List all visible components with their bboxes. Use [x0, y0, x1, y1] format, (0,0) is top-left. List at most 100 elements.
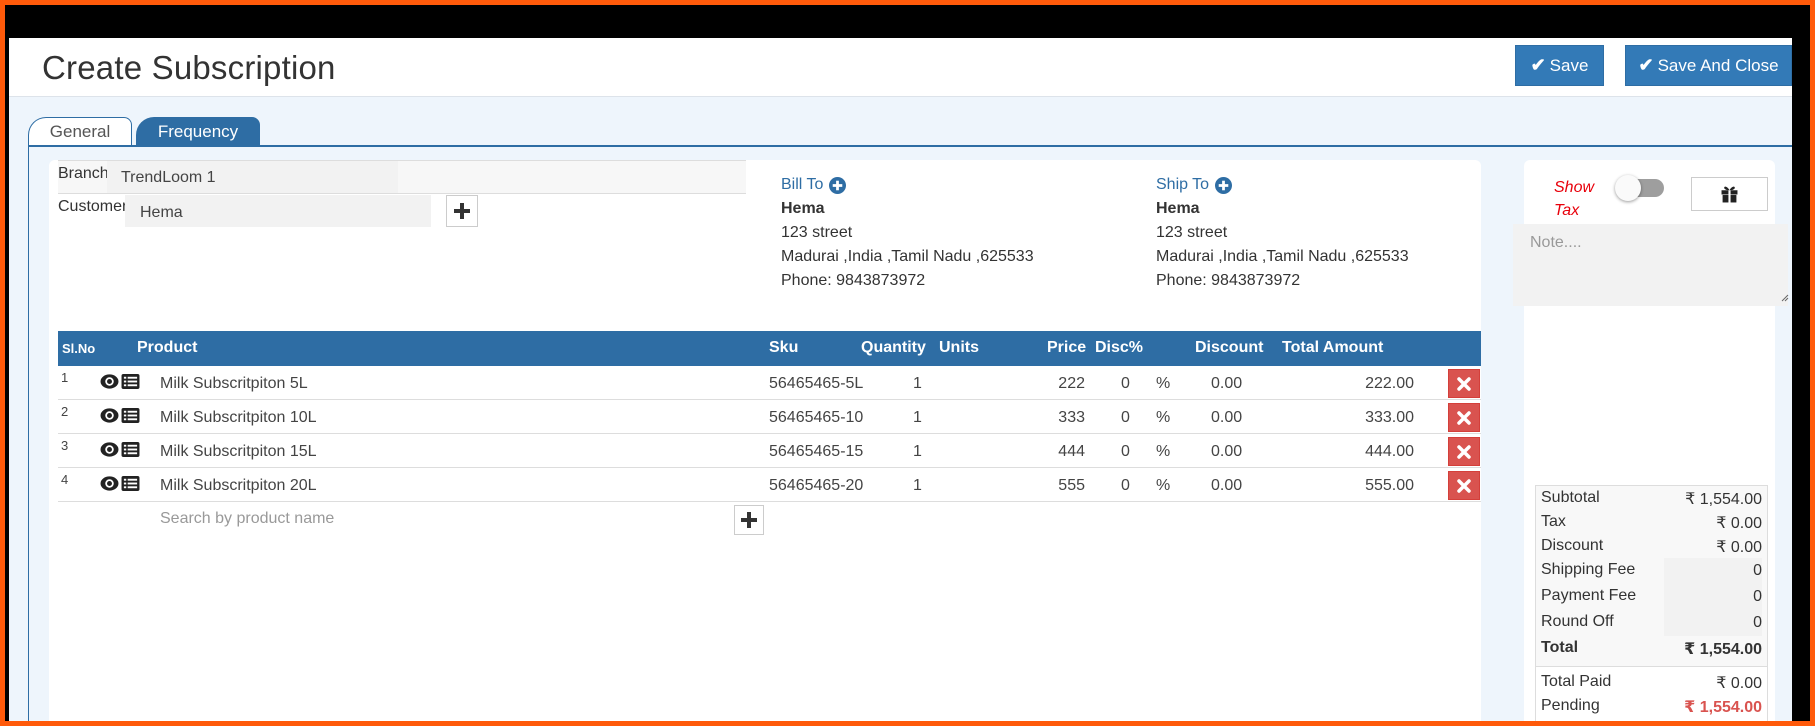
subtotal-value: ₹ 1,554.00: [1685, 491, 1762, 508]
branch-select[interactable]: TrendLoom 1: [107, 161, 398, 193]
row-quantity[interactable]: 1: [913, 443, 922, 460]
eye-icon[interactable]: [100, 407, 119, 424]
ship-to-city: Madurai ,India ,Tamil Nadu ,625533: [1156, 248, 1409, 265]
delete-row-button[interactable]: [1448, 369, 1480, 398]
eye-icon[interactable]: [100, 475, 119, 492]
col-total-amount: Total Amount: [1282, 339, 1384, 356]
row-sku: 56465465-10: [769, 409, 864, 426]
shipping-fee-value[interactable]: 0: [1753, 562, 1762, 579]
tab-frequency[interactable]: Frequency: [136, 117, 260, 146]
page-title: Create Subscription: [42, 49, 336, 86]
tab-divider: [28, 145, 1792, 147]
branch-row: Branch TrendLoom 1: [58, 160, 746, 194]
row-discount: 0.00: [1211, 477, 1243, 494]
customer-select[interactable]: Hema: [125, 195, 431, 227]
ship-to-name: Hema: [1156, 200, 1200, 217]
screen-frame: Create Subscription ✔ Save ✔ Save And Cl…: [5, 5, 1810, 721]
total-paid-value: ₹ 0.00: [1716, 675, 1762, 692]
table-header: Sl.No Product Sku Quantity Units Price D…: [58, 331, 1481, 366]
delete-row-button[interactable]: [1448, 437, 1480, 466]
row-pct-sign: %: [1156, 375, 1171, 392]
row-sku: 56465465-20: [769, 477, 864, 494]
content-left-border: [28, 146, 29, 721]
tab-general[interactable]: General: [28, 117, 132, 146]
row-pct-sign: %: [1156, 409, 1171, 426]
payment-fee-input[interactable]: [1664, 584, 1762, 610]
col-price: Price: [1047, 339, 1087, 356]
list-icon[interactable]: [121, 475, 140, 492]
discount-value: ₹ 0.00: [1716, 539, 1762, 556]
save-button[interactable]: ✔ Save: [1515, 45, 1604, 86]
tab-bar: General Frequency: [28, 117, 260, 146]
table-row: 1 Milk Subscritpiton 5L 56465465-5L 1 22…: [58, 366, 1481, 400]
row-quantity[interactable]: 1: [913, 409, 922, 426]
save-and-close-label: Save And Close: [1657, 55, 1779, 75]
plus-circle-icon[interactable]: [1215, 176, 1233, 194]
row-total: 333.00: [1365, 409, 1414, 426]
row-sku: 56465465-15: [769, 443, 864, 460]
gift-button[interactable]: [1691, 177, 1768, 211]
list-icon[interactable]: [121, 407, 140, 424]
col-disc-pct: Disc%: [1095, 339, 1144, 356]
row-disc-pct[interactable]: 0: [1121, 409, 1130, 426]
total-value: ₹ 1,554.00: [1684, 641, 1762, 658]
col-slno: Sl.No: [62, 341, 96, 356]
row-price[interactable]: 444: [1058, 443, 1085, 460]
row-price[interactable]: 555: [1058, 477, 1085, 494]
add-customer-button[interactable]: [446, 195, 478, 227]
save-and-close-button[interactable]: ✔ Save And Close: [1625, 45, 1792, 86]
table-row: 4 Milk Subscritpiton 20L 56465465-20 1 5…: [58, 468, 1481, 502]
row-slno: 2: [61, 404, 69, 419]
round-off-value[interactable]: 0: [1753, 614, 1762, 631]
show-tax-label: Show Tax: [1554, 179, 1595, 219]
round-off-input[interactable]: [1664, 610, 1762, 636]
bill-to-name: Hema: [781, 200, 825, 217]
row-slno: 3: [61, 438, 69, 453]
close-icon: [1457, 478, 1471, 493]
tax-value: ₹ 0.00: [1716, 515, 1762, 532]
row-discount: 0.00: [1211, 443, 1243, 460]
delete-row-button[interactable]: [1448, 471, 1480, 500]
gift-icon: [1721, 186, 1738, 203]
row-disc-pct[interactable]: 0: [1121, 375, 1130, 392]
close-icon: [1457, 376, 1471, 391]
row-quantity[interactable]: 1: [913, 375, 922, 392]
row-price[interactable]: 222: [1058, 375, 1085, 392]
round-off-row: Round Off 0: [1536, 610, 1767, 636]
product-search-input[interactable]: [160, 510, 640, 528]
show-tax-toggle[interactable]: [1615, 175, 1664, 201]
summary-panel: Show Tax Subtotal ₹ 1,554.00 Tax ₹ 0.00: [1513, 160, 1789, 721]
list-icon[interactable]: [121, 373, 140, 390]
close-icon: [1457, 410, 1471, 425]
row-product: Milk Subscritpiton 20L: [160, 477, 317, 494]
resize-grip-icon[interactable]: [1781, 294, 1789, 302]
summary-totals: Subtotal ₹ 1,554.00 Tax ₹ 0.00 Discount …: [1535, 485, 1768, 721]
row-pct-sign: %: [1156, 477, 1171, 494]
payment-fee-value[interactable]: 0: [1753, 588, 1762, 605]
row-discount: 0.00: [1211, 409, 1243, 426]
row-disc-pct[interactable]: 0: [1121, 477, 1130, 494]
table-row: 2 Milk Subscritpiton 10L 56465465-10 1 3…: [58, 400, 1481, 434]
list-icon[interactable]: [121, 441, 140, 458]
note-textarea[interactable]: [1513, 224, 1788, 306]
row-sku: 56465465-5L: [769, 375, 864, 392]
discount-row: Discount ₹ 0.00: [1541, 537, 1762, 556]
plus-circle-icon[interactable]: [829, 176, 847, 194]
check-icon: ✔: [1530, 55, 1546, 75]
row-product: Milk Subscritpiton 10L: [160, 409, 317, 426]
delete-row-button[interactable]: [1448, 403, 1480, 432]
order-card: Branch TrendLoom 1 Customer Hema Bill To…: [49, 160, 1481, 721]
ship-to-heading: Ship To: [1156, 176, 1210, 193]
shipping-fee-input[interactable]: [1664, 558, 1762, 584]
add-product-button[interactable]: [734, 505, 764, 535]
eye-icon[interactable]: [100, 373, 119, 390]
row-quantity[interactable]: 1: [913, 477, 922, 494]
col-sku: Sku: [769, 339, 799, 356]
row-disc-pct[interactable]: 0: [1121, 443, 1130, 460]
branch-label: Branch: [58, 165, 109, 182]
row-total: 555.00: [1365, 477, 1414, 494]
eye-icon[interactable]: [100, 441, 119, 458]
ship-to-phone: Phone: 9843873972: [1156, 272, 1301, 289]
row-price[interactable]: 333: [1058, 409, 1085, 426]
product-search-row: [58, 502, 1481, 536]
